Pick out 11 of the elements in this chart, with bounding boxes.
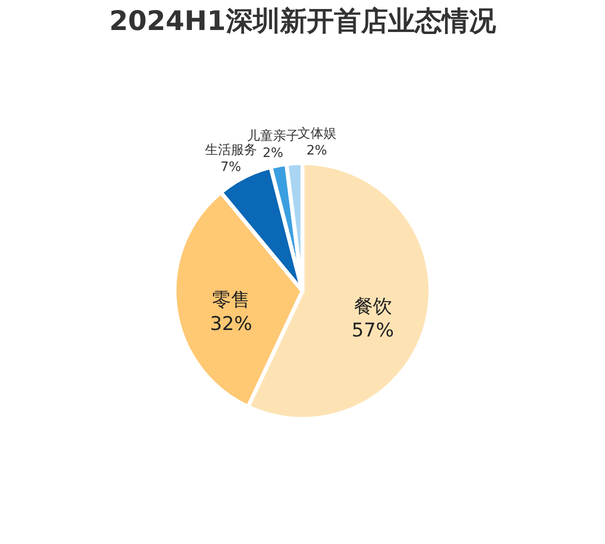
data-label: 2% [262, 146, 284, 161]
data-label: 2% [306, 144, 328, 159]
slice-label: 文体娱 [297, 126, 336, 142]
slice-label: 生活服务 [204, 143, 257, 158]
data-label: 7% [220, 160, 242, 176]
slice-label: 零售 [212, 289, 250, 312]
data-label: 32% [210, 313, 252, 336]
slice-label: 餐饮 [354, 296, 392, 318]
chart-title: 2024H1深圳新开首店业态情况 [109, 6, 497, 37]
data-label: 57% [352, 320, 394, 342]
slice-label: 儿童亲子 [246, 128, 299, 144]
